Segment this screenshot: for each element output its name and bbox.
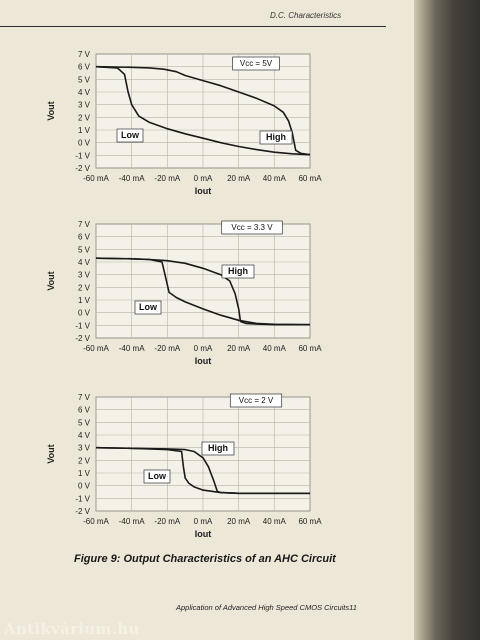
series-label-high: High: [228, 266, 248, 276]
y-tick-label: 3 V: [78, 271, 91, 280]
chart-vcc-3v3: -60 mA -40 mA -20 mA 0 mA 20 mA 40 mA 60 mA -2 …: [0, 210, 414, 370]
y-tick-label: 2 V: [78, 456, 91, 465]
chart-vcc-2v: -60 mA -40 mA -20 mA 0 mA 20 mA 40 mA 60 mA -2 …: [0, 383, 414, 543]
y-tick-label: 1 V: [78, 469, 91, 478]
x-axis-title: Iout: [195, 529, 212, 539]
y-tick-label: 1 V: [78, 126, 91, 135]
y-tick-label: 7 V: [78, 50, 91, 59]
series-line-high: [95, 65, 311, 156]
x-axis-title: Iout: [195, 186, 212, 196]
series-label-low: Low: [139, 302, 158, 312]
chart-vcc-5v-plot: -60 mA -40 mA -20 mA 0 mA 20 mA 40 mA 60 mA -2 …: [46, 50, 322, 196]
running-header: D.C. Characteristics: [270, 11, 342, 20]
y-tick-label: 6 V: [78, 406, 91, 415]
y-tick-label: 6 V: [78, 233, 91, 242]
series-label-low: Low: [148, 471, 167, 481]
y-tick-label: 3 V: [78, 444, 91, 453]
y-tick-label: 4 V: [78, 258, 91, 267]
x-tick-label: -40 mA: [119, 174, 145, 183]
y-tick-label: 7 V: [78, 220, 91, 229]
y-tick-label: 1 V: [78, 296, 91, 305]
y-tick-label: 4 V: [78, 431, 91, 440]
watermark: Antikvárium.hu: [4, 620, 140, 638]
vcc-annotation-box: [229, 393, 283, 408]
x-tick-label: -60 mA: [83, 174, 109, 183]
header-rule: [0, 26, 386, 27]
y-tick-label: 2 V: [78, 113, 91, 122]
x-tick-label: -60 mA: [83, 344, 109, 353]
x-tick-label: 20 mA: [227, 174, 251, 183]
y-axis-title: Vout: [46, 271, 56, 290]
x-tick-label: -20 mA: [154, 344, 180, 353]
y-tick-label: 2 V: [78, 283, 91, 292]
chart-vcc-5v: -60 mA -40 mA -20 mA 0 mA 20 mA 40 mA 60 mA -2 …: [0, 40, 414, 200]
y-tick-label: 7 V: [78, 393, 91, 402]
series-line-low: [95, 446, 310, 495]
book-binding-shadow: [414, 0, 480, 640]
series-label-box: [143, 469, 171, 484]
series-label-box: [134, 300, 162, 315]
y-axis-title: Vout: [46, 444, 56, 463]
page-footer: Application of Advanced High Speed CMOS …: [176, 603, 357, 612]
y-tick-label: 6 V: [78, 63, 91, 72]
y-tick-label: 5 V: [78, 245, 91, 254]
series-line-low: [95, 257, 311, 326]
series-label-high: High: [208, 443, 228, 453]
y-axis-title: Vout: [46, 101, 56, 120]
series-label-box: [221, 264, 255, 279]
y-tick-label: -1 V: [75, 151, 90, 160]
x-tick-label: 40 mA: [263, 517, 287, 526]
x-tick-label: 60 mA: [298, 174, 322, 183]
series-line-low: [95, 65, 311, 156]
series-label-box: [259, 130, 293, 145]
vcc-annotation: Vcc = 5V: [240, 59, 273, 68]
series-label-box: [116, 128, 144, 143]
y-tick-label: 0 V: [78, 482, 91, 491]
y-tick-label: 3 V: [78, 101, 91, 110]
y-tick-label: -1 V: [75, 321, 90, 330]
x-tick-label: 0 mA: [194, 174, 213, 183]
chart-vcc-2v-plot: -60 mA -40 mA -20 mA 0 mA 20 mA 40 mA 60 mA -2 …: [46, 393, 322, 539]
x-tick-label: 40 mA: [263, 344, 287, 353]
series-label-high: High: [266, 132, 286, 142]
x-tick-label: -40 mA: [119, 517, 145, 526]
x-tick-label: 0 mA: [194, 517, 213, 526]
chart-vcc-3v3-plot: -60 mA -40 mA -20 mA 0 mA 20 mA 40 mA 60 mA -2 …: [46, 220, 322, 366]
y-tick-label: -1 V: [75, 494, 90, 503]
x-tick-label: 20 mA: [227, 517, 251, 526]
vcc-annotation: Vcc = 2 V: [239, 396, 274, 405]
y-tick-label: 5 V: [78, 418, 91, 427]
y-tick-label: -2 V: [75, 164, 90, 173]
x-tick-label: 0 mA: [194, 344, 213, 353]
x-tick-label: -20 mA: [154, 174, 180, 183]
x-tick-label: -60 mA: [83, 517, 109, 526]
y-tick-label: 4 V: [78, 88, 91, 97]
series-label-low: Low: [121, 130, 140, 140]
x-tick-label: 60 mA: [298, 344, 322, 353]
book-page: D.C. Characteristics -60 mA -40 mA -20 mA 0…: [0, 0, 414, 640]
y-tick-label: 0 V: [78, 309, 91, 318]
y-tick-label: -2 V: [75, 334, 90, 343]
x-tick-label: -20 mA: [154, 517, 180, 526]
vcc-annotation: Vcc = 3.3 V: [231, 223, 273, 232]
x-tick-label: 40 mA: [263, 174, 287, 183]
y-tick-label: 0 V: [78, 139, 91, 148]
x-tick-label: 20 mA: [227, 344, 251, 353]
x-axis-title: Iout: [195, 356, 212, 366]
vcc-annotation-box: [221, 220, 283, 235]
figure-caption: Figure 9: Output Characteristics of an A…: [74, 553, 336, 565]
x-tick-label: 60 mA: [298, 517, 322, 526]
y-tick-label: -2 V: [75, 507, 90, 516]
y-tick-label: 5 V: [78, 75, 91, 84]
x-tick-label: -40 mA: [119, 344, 145, 353]
vcc-annotation-box: [232, 56, 280, 71]
series-label-box: [201, 441, 235, 456]
